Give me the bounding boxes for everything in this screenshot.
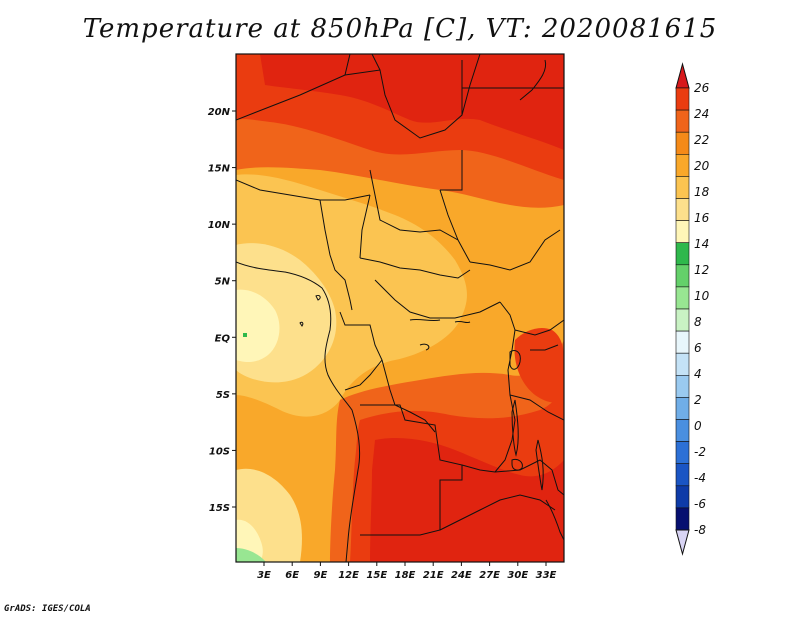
- lat-tick-label: 5N: [215, 277, 231, 288]
- plot-title: Temperature at 850hPa [C], VT: 202008161…: [82, 14, 718, 44]
- lon-tick-label: 18E: [395, 570, 416, 581]
- colorbar-swatch: [675, 242, 690, 266]
- colorbar-swatch: [675, 109, 690, 133]
- lat-tick-label: 10N: [208, 220, 231, 231]
- colorbar-label: 14: [694, 237, 709, 251]
- colorbar-swatch: [675, 131, 690, 155]
- lon-tick-label: 6E: [285, 570, 299, 581]
- colorbar-label: 6: [694, 341, 702, 355]
- lon-tick-label: 9E: [314, 570, 328, 581]
- colorbar-swatch: [675, 374, 690, 398]
- lon-tick-label: 27E: [479, 570, 500, 581]
- lat-tick-label: 15N: [208, 164, 231, 175]
- lon-tick-label: 21E: [423, 570, 444, 581]
- colorbar-label: 22: [694, 133, 709, 147]
- colorbar-swatch: [675, 352, 690, 376]
- colorbar-swatch: [675, 176, 690, 199]
- lon-tick-label: 24E: [451, 570, 472, 581]
- lon-tick-label: 12E: [338, 570, 359, 581]
- latitude-axis: 20N 15N 10N 5N EQ 5S 10S 15S: [208, 107, 236, 514]
- lon-tick-label: 3E: [257, 570, 271, 581]
- grads-credit: GrADS: IGES/COLA: [4, 604, 91, 614]
- colorbar-label: -4: [694, 471, 706, 485]
- colorbar-swatch: [675, 87, 690, 111]
- colorbar-label: 10: [694, 289, 710, 303]
- colorbar-swatch: [675, 198, 690, 221]
- colorbar-label: 16: [694, 211, 710, 225]
- colorbar-label: 8: [694, 315, 702, 329]
- colorbar-swatch: [675, 507, 690, 531]
- lat-tick-label: EQ: [215, 333, 231, 344]
- colorbar-label: 26: [694, 81, 710, 95]
- colorbar-min-arrow: [675, 529, 690, 556]
- colorbar-label: 12: [694, 263, 709, 277]
- colorbar-label: 18: [694, 185, 710, 199]
- colorbar-max-arrow: [675, 62, 690, 89]
- colorbar-swatch: [675, 264, 690, 288]
- colorbar-label: 2: [694, 393, 702, 407]
- colorbar-swatch: [675, 485, 690, 509]
- colorbar-swatch: [675, 419, 690, 442]
- colorbar-label: 4: [694, 367, 702, 381]
- lat-tick-label: 15S: [209, 503, 230, 514]
- colorbar-swatch: [675, 154, 690, 177]
- colorbar-swatch: [675, 308, 690, 332]
- colorbar-swatch: [675, 220, 690, 244]
- colorbar-label: 20: [694, 159, 710, 173]
- colorbar-swatch: [675, 463, 690, 487]
- colorbar-label: 24: [694, 107, 709, 121]
- map-frame: [235, 53, 565, 563]
- colorbar-label: 0: [694, 419, 702, 433]
- colorbar-label: -2: [694, 445, 706, 459]
- longitude-axis: 3E 6E 9E 12E 15E 18E 21E 24E 27E 30E 33E: [257, 562, 557, 581]
- country-boundaries: [236, 54, 564, 562]
- lon-tick-label: 33E: [536, 570, 557, 581]
- colorbar-swatch: [675, 441, 690, 465]
- colorbar-swatch: [675, 397, 690, 420]
- colorbar-label: -8: [694, 523, 706, 537]
- lat-tick-label: 20N: [208, 107, 231, 118]
- colorbar-swatch: [675, 286, 690, 310]
- colorbar-label: -6: [694, 497, 706, 511]
- lat-tick-label: 10S: [209, 446, 230, 457]
- lat-tick-label: 5S: [216, 390, 230, 401]
- colorbar-swatch: [675, 330, 690, 354]
- lon-tick-label: 15E: [366, 570, 387, 581]
- temperature-field: [236, 54, 564, 562]
- lon-tick-label: 30E: [507, 570, 528, 581]
